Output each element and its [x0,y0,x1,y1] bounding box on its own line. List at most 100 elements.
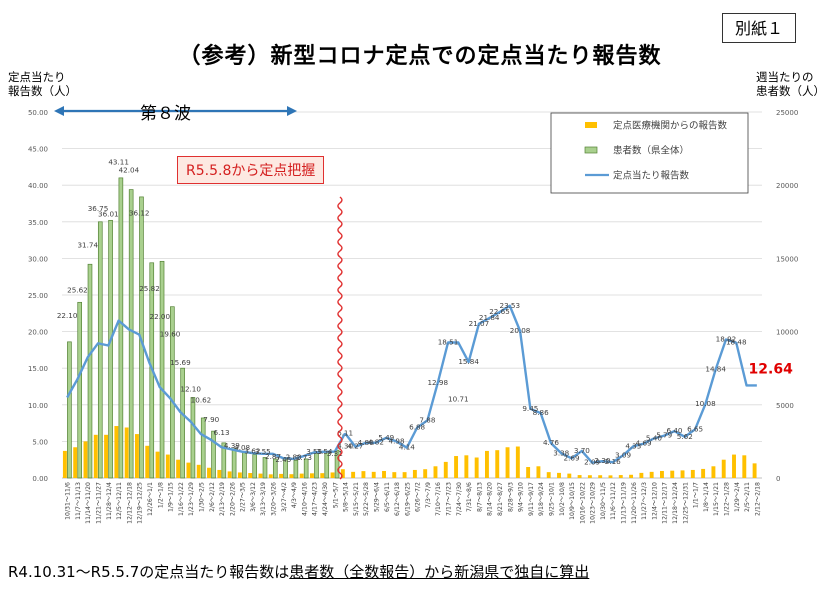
data-label: 12.10 [180,384,201,393]
data-label: 25.62 [67,285,88,294]
left-axis-title-line-2: 報告数（人） [8,84,77,98]
data-label: 4.30 [337,442,353,451]
y-tick-label: 50.00 [28,109,48,117]
x-tick-label: 1/16～1/22 [178,482,185,516]
sentinel-report-bar [289,474,294,478]
sentinel-report-bar [536,466,541,478]
sentinel-report-bar [237,472,242,478]
sentinel-report-bar [670,470,675,478]
data-label: 3.31 [327,449,343,458]
sentinel-report-bar [217,469,222,478]
data-label: 6.40 [666,426,682,435]
y-tick-label: 15.00 [28,365,48,373]
x-tick-label: 1/8～1/14 [703,482,710,512]
x-tick-label: 1/15～1/21 [713,482,720,516]
x-tick-label: 4/24～4/30 [322,482,329,516]
data-label: 23.53 [500,301,521,310]
x-tick-label: 10/16～10/22 [579,482,586,524]
legend-entry: 定点医療機関からの報告数 [613,120,728,132]
sentinel-report-bar [608,475,613,478]
patient-count-bar [262,457,268,479]
y2-tick-label: 10000 [776,329,798,337]
patient-count-bar [67,341,72,479]
data-label: 15.84 [458,357,479,366]
sentinel-report-bar [186,462,191,478]
patient-count-bar [231,448,237,479]
sentinel-report-bar [618,475,623,478]
sentinel-report-bar [557,472,561,478]
data-label: 14.84 [705,364,726,373]
sentinel-report-bar [505,447,510,478]
patient-count-bar [159,260,165,479]
x-tick-label: 6/26～7/2 [415,482,422,512]
x-tick-label: 2/5～2/11 [744,482,751,512]
x-tick-label: 9/4～9/10 [518,482,525,512]
x-tick-label: 2/20～2/26 [229,482,236,516]
x-tick-label: 12/4～12/10 [651,482,658,520]
x-tick-label: 11/7～11/13 [75,482,82,520]
patient-count-bar [242,451,247,479]
sentinel-report-bar [114,426,119,478]
data-label: 36.75 [88,204,109,213]
data-label: 8.86 [533,408,549,417]
x-tick-label: 8/28～9/3 [507,482,514,512]
data-label: 2.80 [286,453,302,462]
data-label: 2.87 [265,452,281,461]
sentinel-report-bar [176,459,181,478]
sentinel-report-bar [464,455,469,478]
data-label: 4.33 [625,441,641,450]
x-tick-label: 10/31～11/6 [65,482,72,520]
data-label: 7.90 [203,415,219,424]
patient-count-bar [334,449,340,479]
data-label: 21.07 [469,319,490,328]
x-tick-label: 5/8～5/14 [343,482,350,512]
x-tick-label: 6/5～6/11 [384,482,391,512]
sentinel-report-bar [423,469,428,478]
x-tick-label: 7/17～7/23 [446,482,453,516]
data-label: 36.01 [98,209,119,218]
sentinel-report-bar [320,473,325,478]
left-axis-title: 定点当たり 報告数（人） [8,70,77,98]
x-tick-label: 1/29～2/4 [734,482,741,512]
patient-count-bar [211,430,216,479]
data-label: 22.00 [150,312,171,321]
x-tick-label: 12/25～12/31 [682,482,689,524]
y-tick-label: 40.00 [28,182,48,190]
patient-count-bar [293,460,299,479]
x-tick-label: 11/6～11/12 [610,482,617,520]
data-label: 18.51 [438,338,459,347]
x-tick-label: 2/13～2/19 [219,482,226,516]
x-tick-label: 12/26～1/1 [147,482,154,516]
x-tick-label: 12/12～12/18 [126,482,133,524]
sentinel-report-bar [227,471,232,478]
page-title: （参考）新型コロナ定点での定点当たり報告数 [178,44,662,69]
sentinel-report-bar [412,469,417,478]
wave-label: 第８波 [140,104,191,124]
y-tick-label: 10.00 [28,402,48,410]
x-tick-label: 1/22～1/28 [723,482,730,516]
sentinel-report-bar [402,472,407,478]
data-label: 4.98 [389,437,405,446]
data-label: 5.49 [378,433,394,442]
sentinel-report-bar [577,475,582,478]
per-sentinel-line-1 [66,319,335,461]
data-label: 43.11 [108,157,129,166]
sentinel-report-bar [340,469,345,478]
x-tick-label: 2/12～2/18 [754,482,761,516]
data-label: 2.16 [605,457,621,466]
sentinel-report-bar [443,461,448,478]
data-label: 5.79 [656,431,672,440]
patient-count-bar [170,306,175,479]
data-label: 21.84 [479,313,500,322]
sentinel-report-bar [732,454,736,478]
x-tick-label: 4/3～4/9 [291,482,298,508]
sentinel-report-bar [207,467,211,478]
x-tick-label: 8/7～8/13 [476,482,483,512]
data-label: 36.12 [129,209,150,218]
y-tick-label: 0.00 [32,475,48,483]
x-tick-label: 5/22～5/28 [363,482,370,516]
x-tick-label: 1/23～1/29 [188,482,195,516]
data-label: 4.76 [543,438,559,447]
x-tick-label: 8/21～8/27 [497,482,504,516]
data-label: 15.69 [170,358,191,367]
